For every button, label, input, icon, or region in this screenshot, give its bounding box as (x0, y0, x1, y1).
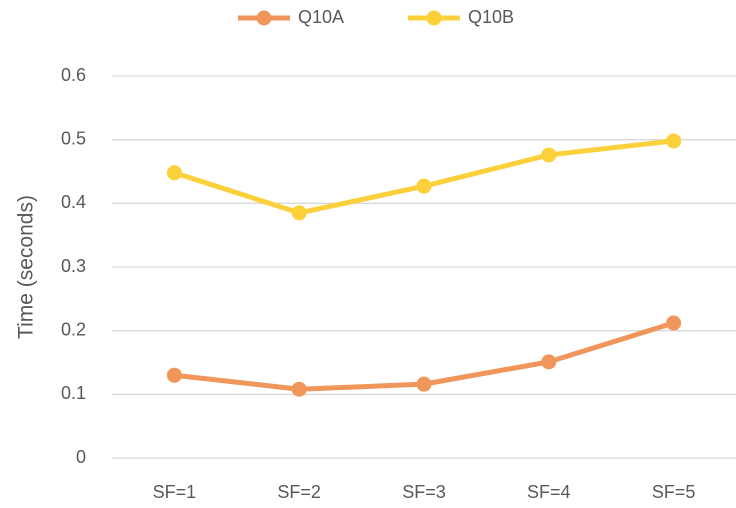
legend-label: Q10A (298, 7, 344, 27)
data-point (166, 367, 182, 383)
data-point (541, 147, 557, 163)
y-tick-label: 0.6 (61, 65, 86, 85)
x-tick-label: SF=2 (277, 482, 321, 502)
legend-label: Q10B (468, 7, 514, 27)
y-tick-label: 0 (76, 447, 86, 467)
data-point (666, 315, 682, 331)
x-tick-label: SF=1 (153, 482, 197, 502)
data-point (416, 376, 432, 392)
y-tick-label: 0.3 (61, 256, 86, 276)
data-point (666, 133, 682, 149)
x-tick-label: SF=4 (527, 482, 571, 502)
y-tick-label: 0.5 (61, 128, 86, 148)
data-point (416, 178, 432, 194)
x-tick-label: SF=5 (652, 482, 696, 502)
y-axis-label: Time (seconds) (15, 195, 38, 339)
series-line (171, 138, 677, 216)
legend-marker (426, 10, 442, 26)
y-tick-label: 0.4 (61, 192, 86, 212)
x-tick-label: SF=3 (402, 482, 446, 502)
y-tick-label: 0.1 (61, 383, 86, 403)
legend-marker (256, 10, 272, 26)
data-point (291, 381, 307, 397)
y-tick-label: 0.2 (61, 319, 86, 339)
data-point (291, 205, 307, 221)
data-point (166, 165, 182, 181)
data-point (541, 354, 557, 370)
